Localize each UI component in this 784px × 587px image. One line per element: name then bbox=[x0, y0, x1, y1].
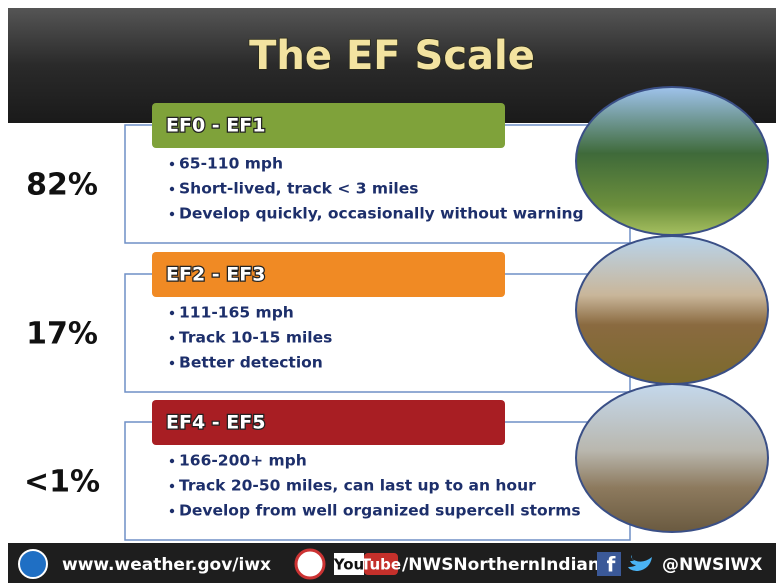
facebook: f bbox=[607, 553, 616, 577]
noaa-logo bbox=[19, 550, 47, 578]
title: The EF Scale bbox=[249, 33, 535, 79]
row-bullet: 65-110 mph bbox=[179, 155, 283, 173]
youtube-tube: Tube bbox=[361, 556, 401, 574]
row-photo bbox=[576, 236, 768, 384]
bullet-dot bbox=[170, 311, 174, 315]
twitter-handle: @NWSIWX bbox=[662, 555, 762, 575]
row-photo bbox=[576, 87, 768, 235]
row-percent: <1% bbox=[24, 465, 100, 500]
row-bullet: Develop from well organized supercell st… bbox=[179, 502, 581, 520]
nws-logo bbox=[296, 550, 324, 578]
row-photo bbox=[576, 384, 768, 532]
bullet-dot bbox=[170, 187, 174, 191]
row-bullet: Track 20-50 miles, can last up to an hou… bbox=[179, 477, 536, 495]
youtube-handle: /NWSNorthernIndiana bbox=[402, 555, 611, 575]
row-bullet: 111-165 mph bbox=[179, 304, 294, 322]
bullet-dot bbox=[170, 212, 174, 216]
bullet-dot bbox=[170, 361, 174, 365]
youtube-you: You bbox=[333, 556, 364, 574]
row-bullet: Track 10-15 miles bbox=[179, 329, 332, 347]
bullet-dot bbox=[170, 162, 174, 166]
bullet-dot bbox=[170, 459, 174, 463]
rows: 82% EF0 - EF1 65-110 mph Short-lived, track… bbox=[24, 87, 768, 540]
footer-website: www.weather.gov/iwx bbox=[62, 555, 271, 575]
row-bullet: Short-lived, track < 3 miles bbox=[179, 180, 418, 198]
row-percent: 82% bbox=[26, 168, 98, 203]
row-bullet: Better detection bbox=[179, 354, 323, 372]
row-percent: 17% bbox=[26, 317, 98, 352]
row-bullet: 166-200+ mph bbox=[179, 452, 307, 470]
row-label: EF4 - EF5 bbox=[166, 412, 265, 434]
row-label: EF0 - EF1 bbox=[166, 115, 265, 137]
bullet-dot bbox=[170, 336, 174, 340]
row-label: EF2 - EF3 bbox=[166, 264, 265, 286]
row-bullet: Develop quickly, occasionally without wa… bbox=[179, 205, 584, 223]
bullet-dot bbox=[170, 509, 174, 513]
bullet-dot bbox=[170, 484, 174, 488]
infographic: The EF Scale 82% EF0 - EF1 65-110 mph Short… bbox=[0, 0, 784, 583]
